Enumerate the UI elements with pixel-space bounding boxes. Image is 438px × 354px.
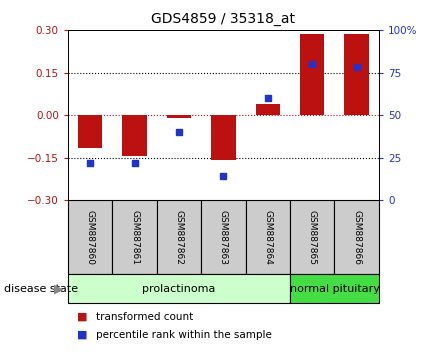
Point [264, 95, 271, 101]
Bar [112, 200, 157, 274]
Bar [201, 200, 246, 274]
Text: normal pituitary: normal pituitary [290, 284, 379, 293]
Point [87, 160, 94, 165]
Text: GSM887865: GSM887865 [308, 210, 317, 265]
Bar [256, 104, 280, 115]
Text: GSM887862: GSM887862 [174, 210, 184, 265]
Text: ▶: ▶ [54, 282, 64, 295]
Text: ■: ■ [77, 330, 87, 339]
Text: GSM887861: GSM887861 [130, 210, 139, 265]
Text: percentile rank within the sample: percentile rank within the sample [96, 330, 272, 339]
Title: GDS4859 / 35318_at: GDS4859 / 35318_at [152, 12, 295, 26]
Text: transformed count: transformed count [96, 312, 194, 322]
Text: GSM887860: GSM887860 [85, 210, 95, 265]
Bar [344, 34, 369, 115]
Bar [157, 200, 201, 274]
Text: ■: ■ [77, 312, 87, 322]
Text: disease state: disease state [4, 284, 78, 293]
Bar [290, 274, 379, 303]
Point [220, 173, 227, 179]
Bar [246, 200, 290, 274]
Bar [68, 200, 112, 274]
Text: GSM887863: GSM887863 [219, 210, 228, 265]
Bar [335, 200, 379, 274]
Point [131, 160, 138, 165]
Text: prolactinoma: prolactinoma [142, 284, 215, 293]
Text: GSM887866: GSM887866 [352, 210, 361, 265]
Bar [290, 200, 335, 274]
Point [176, 129, 183, 135]
Bar [211, 115, 236, 160]
Bar [68, 274, 290, 303]
Point [353, 65, 360, 70]
Bar [167, 115, 191, 118]
Bar [300, 34, 325, 115]
Text: GSM887864: GSM887864 [263, 210, 272, 265]
Bar [122, 115, 147, 156]
Bar [78, 115, 102, 148]
Point [309, 61, 316, 67]
